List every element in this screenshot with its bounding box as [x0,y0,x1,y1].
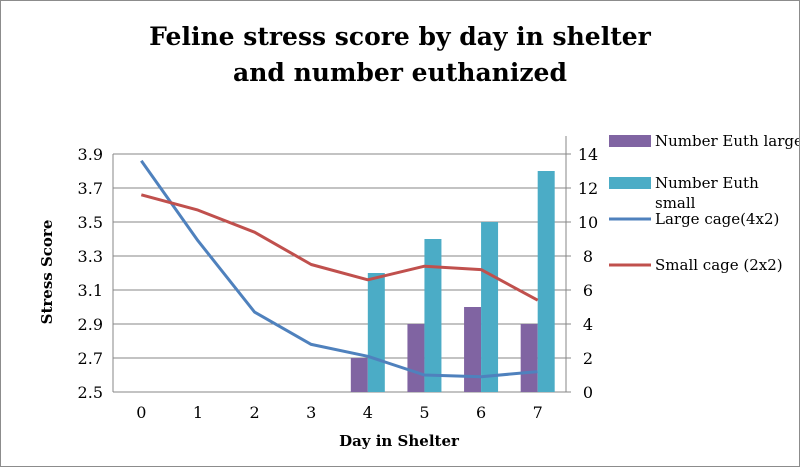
chart-title-line-1: Feline stress score by day in shelter [149,22,651,51]
legend-label: Number Euth small [655,174,759,212]
bar-euth-small [481,222,499,392]
y-left-tick-label: 3.1 [78,281,103,300]
legend-swatch [609,177,651,189]
y-right-tick-label: 2 [583,349,593,368]
x-tick-label: 1 [193,403,203,422]
y-right-tick-label: 4 [583,315,593,334]
y-left-tick-label: 2.7 [78,349,103,368]
bar-euth-large [464,307,482,392]
x-tick-label: 7 [533,403,543,422]
x-axis-title: Day in Shelter [339,432,460,450]
y-right-tick-label: 14 [578,145,598,164]
y-left-tick-label: 3.3 [78,247,103,266]
y-right-tick-label: 12 [578,179,598,198]
bar-euth-small [424,239,442,392]
y-left-tick-label: 3.9 [78,145,103,164]
y-right-tick-label: 8 [583,247,593,266]
y-left-tick-label: 2.9 [78,315,103,334]
y-left-tick-label: 2.5 [78,383,103,402]
bar-euth-small [537,171,555,392]
x-tick-label: 5 [419,403,429,422]
y-axis-title: Stress Score [38,220,56,325]
chart-title: Feline stress score by day in shelter an… [1,19,799,91]
y-right-tick-label: 10 [578,213,598,232]
bar-euth-large [350,358,368,392]
legend-label: Large cage(4x2) [655,210,779,228]
x-tick-label: 2 [249,403,259,422]
y-right-tick-label: 0 [583,383,593,402]
y-left-tick-label: 3.5 [78,213,103,232]
legend-swatch [609,135,651,147]
bar-euth-large [407,324,425,392]
legend-label: Number Euth large [655,132,799,150]
x-tick-label: 6 [476,403,486,422]
x-tick-label: 3 [306,403,316,422]
y-left-tick-label: 3.7 [78,179,103,198]
chart-title-line-2: and number euthanized [233,58,567,87]
x-tick-label: 0 [136,403,146,422]
legend-label: Small cage (2x2) [655,256,783,274]
line-small-cage [140,193,539,302]
bar-euth-large [520,324,538,392]
y-right-tick-label: 6 [583,281,593,300]
bar-euth-small [367,273,385,392]
x-tick-label: 4 [363,403,373,422]
line-large-cage [140,159,538,379]
